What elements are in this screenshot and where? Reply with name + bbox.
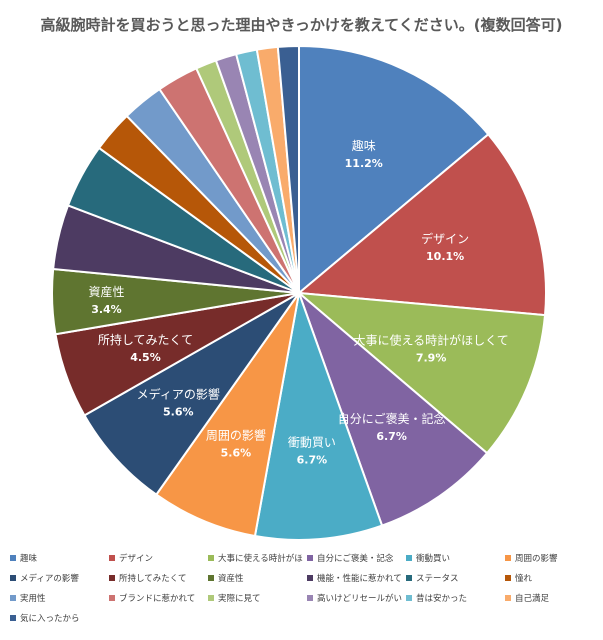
pie-slice bbox=[83, 292, 300, 497]
legend-swatch bbox=[10, 615, 16, 621]
legend-swatch bbox=[10, 555, 16, 561]
legend-label: 自分にご褒美・記念 bbox=[317, 554, 394, 564]
legend-swatch bbox=[10, 575, 16, 581]
slice-value-label: 7.9% bbox=[416, 351, 447, 364]
legend-label: ブランドに惹かれて bbox=[119, 594, 196, 604]
legend-swatch bbox=[505, 595, 511, 601]
legend-swatch bbox=[208, 575, 214, 581]
legend-label: メディアの影響 bbox=[20, 574, 79, 584]
legend-item: メディアの影響 bbox=[10, 572, 105, 584]
pie-slice bbox=[253, 289, 384, 540]
legend-swatch bbox=[109, 575, 115, 581]
legend-label: 資産性 bbox=[218, 574, 244, 584]
pie-slice bbox=[296, 289, 489, 527]
legend-swatch bbox=[208, 595, 214, 601]
legend-swatch bbox=[406, 595, 412, 601]
legend-label: 憧れ bbox=[515, 574, 533, 584]
slice-value-label: 5.6% bbox=[163, 406, 194, 419]
slice-label: デザイン bbox=[421, 231, 469, 246]
slice-label: 資産性 bbox=[88, 284, 124, 299]
legend-item: デザイン bbox=[109, 552, 204, 564]
chart-title: 高級腕時計を買おうと思った理由やきっかけを教えてください。(複数回答可) bbox=[40, 16, 563, 34]
legend-label: 機能・性能に惹かれて bbox=[317, 574, 402, 584]
slice-label: 大事に使える時計がほしくて bbox=[353, 332, 508, 347]
legend-item: 資産性 bbox=[208, 572, 303, 584]
legend-label: 高いけどリセールがいい bbox=[317, 594, 402, 604]
slice-value-label: 6.7% bbox=[376, 430, 407, 443]
legend-swatch bbox=[307, 555, 313, 561]
pie-chart: 趣味 11.2% デザイン 10.1% 大事に使える時計がほしくて 7.9% 自分にご褒美・… bbox=[51, 44, 547, 540]
slice-value-label: 10.1% bbox=[426, 250, 464, 263]
legend-label: 大事に使える時計がほしくて bbox=[218, 554, 303, 564]
legend-item: 自己満足 bbox=[505, 592, 600, 604]
legend-swatch bbox=[109, 555, 115, 561]
pie-slice bbox=[295, 291, 547, 455]
legend-item: 憧れ bbox=[505, 572, 600, 584]
slice-labels: 趣味 11.2% デザイン 10.1% 大事に使える時計がほしくて 7.9% 自分にご褒美・… bbox=[88, 138, 508, 466]
legend-item: 気に入ったから bbox=[10, 612, 105, 624]
slice-label: 衝動買い bbox=[288, 436, 336, 450]
legend-item: 衝動買い bbox=[406, 552, 501, 564]
legend-swatch bbox=[406, 555, 412, 561]
legend-label: ステータス bbox=[416, 574, 459, 584]
legend-swatch bbox=[109, 595, 115, 601]
legend-swatch bbox=[307, 575, 313, 581]
legend-swatch bbox=[208, 555, 214, 561]
slice-value-label: 3.4% bbox=[91, 303, 122, 316]
legend: 趣味 デザイン 大事に使える時計がほしくて 自分にご褒美・記念 衝動買い 周囲の影響メディ… bbox=[10, 552, 600, 624]
slice-label: 趣味 bbox=[352, 138, 376, 153]
legend-label: 所持してみたくて bbox=[119, 574, 187, 584]
legend-item: 昔は安かった bbox=[406, 592, 501, 604]
pie-slice bbox=[276, 44, 300, 294]
legend-label: 気に入ったから bbox=[20, 614, 80, 624]
legend-item: 所持してみたくて bbox=[109, 572, 204, 584]
legend-item: ブランドに惹かれて bbox=[109, 592, 204, 604]
slice-label: メディアの影響 bbox=[137, 387, 220, 402]
legend-item: 自分にご褒美・記念 bbox=[307, 552, 402, 564]
legend-swatch bbox=[10, 595, 16, 601]
pie-slice bbox=[296, 132, 547, 317]
legend-item: 趣味 bbox=[10, 552, 105, 564]
slice-label: 自分にご褒美・記念 bbox=[338, 411, 446, 426]
legend-label: 実際に見て bbox=[218, 594, 261, 604]
legend-item: 高いけどリセールがいい bbox=[307, 592, 402, 604]
legend-swatch bbox=[505, 575, 511, 581]
legend-label: 昔は安かった bbox=[416, 594, 468, 604]
legend-label: 衝動買い bbox=[416, 554, 451, 564]
legend-label: 実用性 bbox=[20, 594, 46, 604]
legend-label: 周囲の影響 bbox=[515, 554, 558, 564]
legend-item: 周囲の影響 bbox=[505, 552, 600, 564]
pie-slices bbox=[51, 44, 547, 540]
legend-swatch bbox=[307, 595, 313, 601]
legend-item: 実際に見て bbox=[208, 592, 303, 604]
legend-label: 自己満足 bbox=[515, 594, 550, 604]
legend-item: 実用性 bbox=[10, 592, 105, 604]
pie-slice bbox=[298, 44, 490, 296]
slice-value-label: 5.6% bbox=[221, 446, 252, 459]
legend-swatch bbox=[406, 575, 412, 581]
slice-label: 所持してみたくて bbox=[98, 332, 193, 347]
legend-label: 趣味 bbox=[20, 554, 38, 564]
slice-label: 周囲の影響 bbox=[206, 427, 266, 442]
legend-item: 機能・性能に惹かれて bbox=[307, 572, 402, 584]
slice-value-label: 6.7% bbox=[297, 454, 328, 467]
legend-item: ステータス bbox=[406, 572, 501, 584]
legend-swatch bbox=[505, 555, 511, 561]
slice-value-label: 4.5% bbox=[130, 351, 161, 364]
legend-label: デザイン bbox=[119, 554, 154, 564]
slice-value-label: 11.2% bbox=[345, 157, 383, 170]
legend-item: 大事に使える時計がほしくて bbox=[208, 552, 303, 564]
pie-slice bbox=[154, 292, 300, 538]
